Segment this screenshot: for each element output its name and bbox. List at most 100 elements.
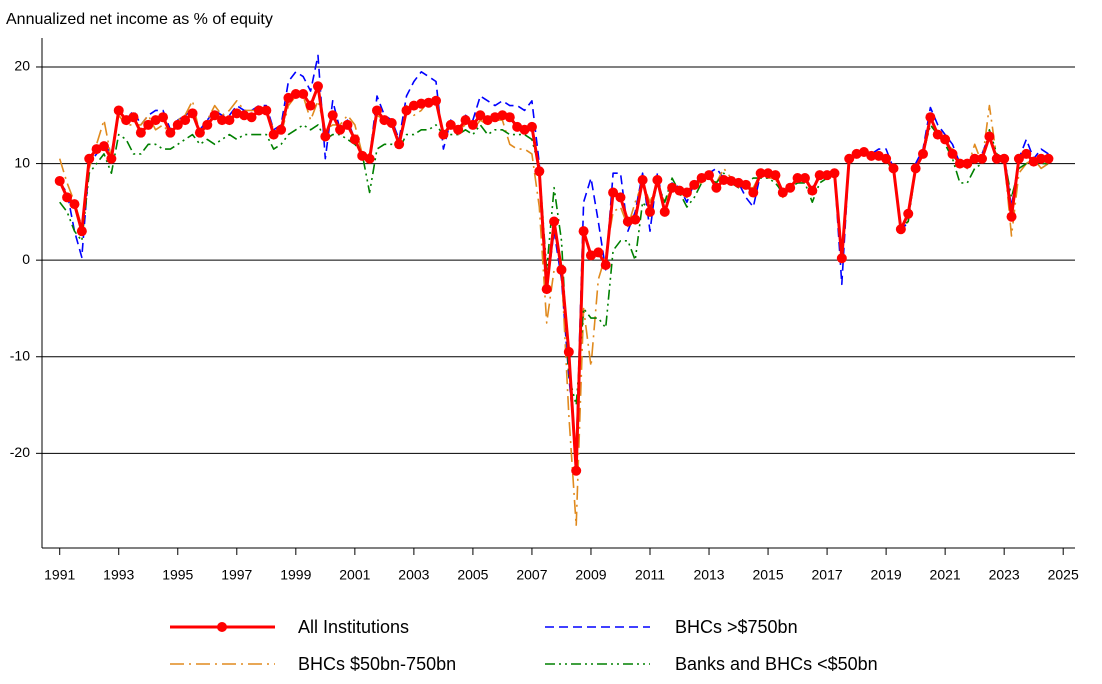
data-point <box>829 168 840 179</box>
data-point <box>534 166 545 177</box>
data-point <box>652 174 663 185</box>
data-point <box>644 206 655 217</box>
data-point <box>770 170 781 181</box>
data-point <box>563 346 574 357</box>
data-point <box>98 141 109 152</box>
series-line <box>59 54 1049 455</box>
y-tick-label: 10 <box>14 154 30 170</box>
data-point <box>445 119 456 130</box>
data-point <box>364 153 375 164</box>
data-point <box>209 110 220 121</box>
data-point <box>785 182 796 193</box>
data-point <box>704 170 715 181</box>
data-point <box>276 124 287 135</box>
y-axis-title: Annualized net income as % of equity <box>6 11 273 28</box>
data-point <box>689 179 700 190</box>
data-point <box>327 110 338 121</box>
data-point <box>526 121 537 132</box>
data-point <box>659 206 670 217</box>
data-point <box>54 175 65 186</box>
data-point <box>615 192 626 203</box>
data-point <box>541 284 552 295</box>
y-tick-label: -10 <box>10 347 30 363</box>
data-point <box>571 465 582 476</box>
legend-label: Banks and BHCs <$50bn <box>675 654 878 674</box>
x-tick-label: 2023 <box>989 567 1020 583</box>
data-point <box>143 119 154 130</box>
data-point <box>807 185 818 196</box>
data-point <box>460 115 471 126</box>
data-point <box>371 105 382 116</box>
data-point <box>165 127 176 138</box>
data-point <box>217 115 228 126</box>
legend-marker <box>217 622 227 632</box>
data-point <box>431 95 442 106</box>
data-point <box>637 174 648 185</box>
data-point <box>593 247 604 258</box>
data-point <box>298 89 309 100</box>
legend-label: BHCs >$750bn <box>675 617 798 637</box>
data-point <box>556 264 567 275</box>
data-point <box>969 153 980 164</box>
data-point <box>711 182 722 193</box>
data-point <box>224 115 235 126</box>
data-point <box>172 119 183 130</box>
x-tick-label: 1997 <box>221 567 252 583</box>
x-tick-label: 2021 <box>930 567 961 583</box>
data-point <box>630 214 641 225</box>
data-point <box>1006 211 1017 222</box>
x-tick-label: 2009 <box>575 567 606 583</box>
data-point <box>792 173 803 184</box>
x-tick-label: 2019 <box>871 567 902 583</box>
data-point <box>755 168 766 179</box>
data-point <box>128 112 139 123</box>
data-point <box>858 146 869 157</box>
data-point <box>814 170 825 181</box>
data-point <box>984 131 995 142</box>
data-point <box>940 134 951 145</box>
x-tick-label: 2001 <box>339 567 370 583</box>
legend-label: BHCs $50bn-750bn <box>298 654 456 674</box>
x-tick-label: 2025 <box>1048 567 1079 583</box>
data-point <box>438 129 449 140</box>
x-tick-label: 2011 <box>635 567 665 583</box>
x-tick-label: 2017 <box>812 567 843 583</box>
data-point <box>932 129 943 140</box>
data-point <box>305 100 316 111</box>
data-point <box>608 187 619 198</box>
data-point <box>866 150 877 161</box>
x-tick-label: 1999 <box>280 567 311 583</box>
data-point <box>253 105 264 116</box>
series-line <box>59 124 1049 406</box>
data-point <box>194 127 205 138</box>
y-tick-label: 0 <box>22 251 30 267</box>
data-point <box>881 153 892 164</box>
data-point <box>401 105 412 116</box>
data-point <box>903 208 914 219</box>
data-point <box>187 108 198 119</box>
data-point <box>180 115 191 126</box>
data-point <box>320 131 331 142</box>
data-point <box>106 153 117 164</box>
data-point <box>76 226 87 237</box>
data-point <box>954 158 965 169</box>
data-point <box>962 158 973 169</box>
data-point <box>844 153 855 164</box>
data-point <box>335 124 346 135</box>
data-point <box>895 224 906 235</box>
data-point <box>681 187 692 198</box>
data-point <box>600 259 611 270</box>
x-tick-label: 1995 <box>162 567 193 583</box>
x-tick-label: 2005 <box>457 567 488 583</box>
data-point <box>504 112 515 123</box>
data-point <box>888 163 899 174</box>
data-point <box>349 134 360 145</box>
data-point <box>261 105 272 116</box>
data-point <box>991 153 1002 164</box>
legend-label: All Institutions <box>298 617 409 637</box>
data-point <box>1013 153 1024 164</box>
data-point <box>910 163 921 174</box>
x-tick-label: 1991 <box>44 567 75 583</box>
data-point <box>342 119 353 130</box>
data-point <box>836 253 847 264</box>
